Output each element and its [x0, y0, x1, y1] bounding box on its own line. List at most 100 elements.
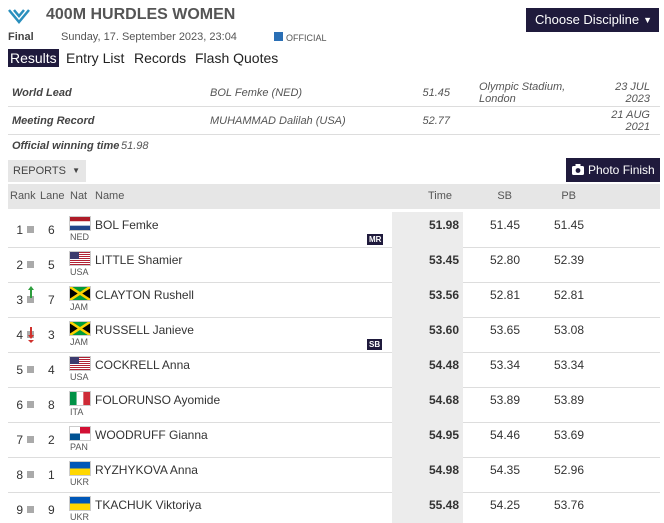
flag — [69, 286, 91, 301]
time: 53.45 — [428, 253, 459, 267]
tab[interactable]: Entry List — [66, 50, 125, 66]
tab[interactable]: Records — [134, 50, 187, 66]
time: 54.98 — [428, 463, 459, 477]
nat: JAM — [70, 302, 88, 312]
photo-finish-button[interactable]: Photo Finish — [566, 158, 660, 182]
personal-best: 53.89 — [553, 393, 584, 407]
season-best: 53.34 — [489, 358, 520, 372]
athlete-name[interactable]: RYZHYKOVA Anna — [95, 463, 198, 477]
athlete-name[interactable]: FOLORUNSO Ayomide — [95, 393, 221, 407]
time-cell-bg — [392, 317, 463, 352]
lane: 9 — [48, 503, 55, 517]
time: 55.48 — [428, 498, 459, 512]
record-athlete: BOL Femke (NED) — [210, 87, 303, 99]
status: OFFICIAL — [286, 33, 327, 43]
record-label: Meeting Record — [12, 115, 95, 127]
flag — [69, 426, 91, 441]
lane: 8 — [48, 398, 55, 412]
result-row: 2 5 USA LITTLE Shamier 53.45 52.80 52.39 — [8, 247, 660, 283]
personal-best: 53.08 — [553, 323, 584, 337]
rank-marker — [27, 436, 34, 443]
official-value: 51.98 — [121, 140, 149, 152]
flag — [69, 461, 91, 476]
trend-up — [27, 285, 35, 304]
lane: 5 — [48, 258, 55, 272]
rank-marker — [27, 226, 34, 233]
season-best: 54.25 — [489, 498, 520, 512]
rank: 7 — [16, 433, 23, 447]
result-row: 8 1 UKR RYZHYKOVA Anna 54.98 54.35 52.96 — [8, 457, 660, 493]
lane: 1 — [48, 468, 55, 482]
athlete-name[interactable]: RUSSELL Janieve — [95, 323, 194, 337]
nat: NED — [70, 232, 90, 242]
time: 53.60 — [428, 323, 459, 337]
season-best: 54.35 — [489, 463, 520, 477]
nat: USA — [70, 267, 89, 277]
personal-best: 53.69 — [553, 428, 584, 442]
result-row: 7 2 PAN WOODRUFF Gianna 54.95 54.46 53.69 — [8, 422, 660, 458]
record-mark: 51.45 — [422, 87, 450, 99]
athlete-name[interactable]: LITTLE Shamier — [95, 253, 183, 267]
record-mark: 52.77 — [422, 115, 450, 127]
rank: 9 — [16, 503, 23, 517]
athlete-name[interactable]: BOL Femke — [95, 218, 159, 232]
official-label: Official winning time — [12, 140, 120, 152]
reports-button[interactable]: REPORTS ▼ — [8, 160, 86, 182]
athlete-name[interactable]: CLAYTON Rushell — [95, 288, 194, 302]
time: 54.95 — [428, 428, 459, 442]
tab[interactable]: Flash Quotes — [195, 50, 279, 66]
flag — [69, 391, 91, 406]
season-best: 52.80 — [489, 253, 520, 267]
nat: UKR — [70, 512, 90, 522]
result-row: 5 4 USA COCKRELL Anna 54.48 53.34 53.34 — [8, 352, 660, 388]
reports-label: REPORTS — [13, 165, 66, 177]
personal-best: 53.76 — [553, 498, 584, 512]
personal-best: 52.96 — [553, 463, 584, 477]
time-cell-bg — [392, 422, 463, 457]
record-divider — [8, 134, 660, 135]
rank: 4 — [16, 328, 23, 342]
rank: 3 — [16, 293, 23, 307]
record-date: 23 JUL 2023 — [615, 81, 650, 105]
flag — [69, 496, 91, 511]
season-best: 52.81 — [489, 288, 520, 302]
rank-marker — [27, 296, 34, 303]
discipline-button[interactable]: Choose Discipline ▼ — [526, 8, 659, 32]
column-header: Rank — [10, 190, 36, 202]
photo-finish-label: Photo Finish — [588, 163, 655, 177]
note-badge: MR — [367, 234, 384, 245]
season-best: 54.46 — [489, 428, 520, 442]
rank: 5 — [16, 363, 23, 377]
date: Sunday, 17. September 2023, 23:04 — [61, 31, 237, 43]
personal-best: 51.45 — [553, 218, 584, 232]
nat: UKR — [70, 477, 90, 487]
time: 54.68 — [428, 393, 459, 407]
time: 54.48 — [428, 358, 459, 372]
tab[interactable]: Results — [8, 49, 59, 67]
rank: 2 — [16, 258, 23, 272]
nat: JAM — [70, 337, 88, 347]
athlete-name[interactable]: COCKRELL Anna — [95, 358, 190, 372]
discipline-label: Choose Discipline — [535, 12, 640, 27]
rank: 8 — [16, 468, 23, 482]
rank-marker — [27, 261, 34, 268]
record-venue: Olympic Stadium, London — [479, 81, 566, 105]
rank-marker — [27, 366, 34, 373]
rank: 1 — [16, 223, 23, 237]
rank: 6 — [16, 398, 23, 412]
athlete-name[interactable]: TKACHUK Viktoriya — [95, 498, 202, 512]
column-header: Time — [427, 190, 452, 202]
table-header — [8, 184, 660, 209]
result-row: 9 9 UKR TKACHUK Viktoriya 55.48 54.25 53.76 — [8, 492, 660, 523]
lane: 3 — [48, 328, 55, 342]
time-cell-bg — [392, 352, 463, 387]
flag — [69, 321, 91, 336]
result-row: 3 7 JAM CLAYTON Rushell 53.56 52.81 52.81 — [8, 282, 660, 318]
athlete-name[interactable]: WOODRUFF Gianna — [95, 428, 208, 442]
note-badge: SB — [367, 339, 383, 350]
time-cell-bg — [392, 282, 463, 317]
status-icon — [274, 32, 283, 41]
lane: 7 — [48, 293, 55, 307]
nat: ITA — [70, 407, 84, 417]
time-cell-bg — [392, 212, 463, 247]
